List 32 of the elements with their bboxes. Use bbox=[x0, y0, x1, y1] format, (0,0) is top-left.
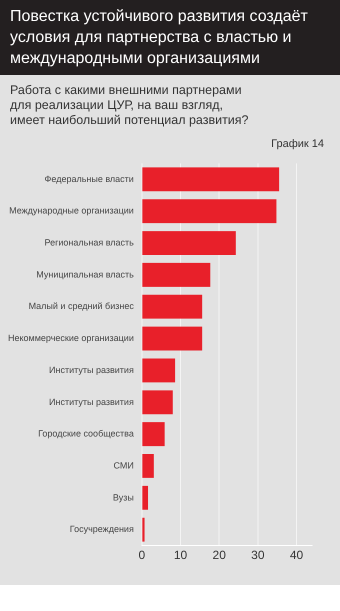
bar bbox=[142, 358, 176, 382]
y-tick-label: Институты развития bbox=[49, 396, 134, 407]
bar bbox=[142, 326, 202, 351]
y-tick-label: Федеральные власти bbox=[44, 174, 134, 184]
y-tick-label: Институты развития bbox=[49, 364, 134, 375]
x-tick-label: 0 bbox=[138, 548, 146, 562]
bar bbox=[142, 486, 148, 510]
x-tick-label: 30 bbox=[251, 548, 265, 562]
bar bbox=[142, 262, 210, 287]
text: График 14 bbox=[270, 137, 325, 150]
chart-subtitle: Работа с какими внешними партнерами для реализации ЦУР, на ваш взгляд, имеет наибольший потенциал развития? bbox=[9, 82, 250, 128]
x-tick-label: 10 bbox=[174, 548, 188, 562]
bar bbox=[142, 390, 173, 414]
bar bbox=[142, 518, 145, 542]
y-tick-label: Муниципальная власть bbox=[36, 269, 134, 280]
y-tick-label: Региональная власть bbox=[44, 238, 134, 248]
y-tick-label: Госучреждения bbox=[70, 524, 134, 534]
y-tick-label: Городские сообщества bbox=[38, 428, 134, 439]
bar bbox=[142, 199, 276, 224]
bar bbox=[142, 422, 165, 446]
y-tick-label: Международные организации bbox=[9, 206, 134, 216]
y-tick-label: Вузы bbox=[112, 492, 134, 502]
x-tick-label: 20 bbox=[212, 548, 226, 562]
y-tick-label: СМИ bbox=[113, 460, 134, 470]
bar bbox=[142, 167, 280, 192]
y-tick-label: Некоммерческие организации bbox=[8, 333, 134, 344]
x-tick-label: 40 bbox=[290, 548, 304, 562]
bar bbox=[142, 294, 202, 319]
y-tick-label: Малый и средний бизнес bbox=[28, 301, 134, 312]
chart-title: Повестка устойчивого развития создаёт условия для партнерства с властью и международными организациями bbox=[0, 0, 340, 75]
bar bbox=[142, 454, 154, 478]
bar bbox=[142, 231, 236, 255]
